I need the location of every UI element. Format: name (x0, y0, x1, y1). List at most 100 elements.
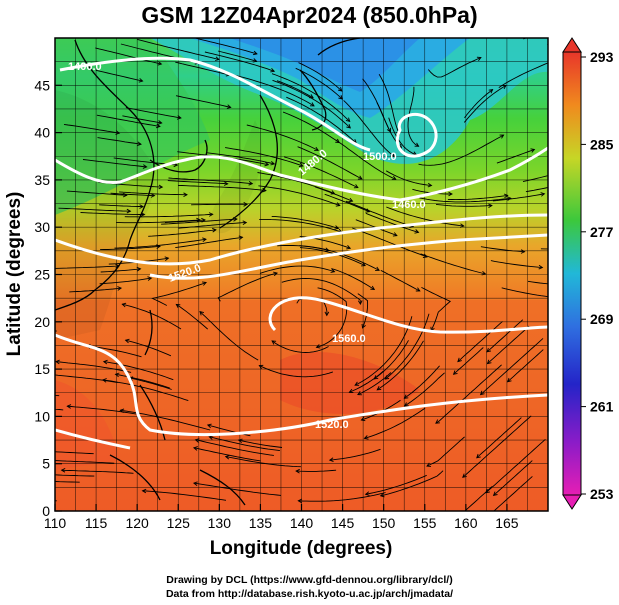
streamline-arrow (357, 300, 363, 306)
streamline (345, 200, 414, 228)
streamline (404, 365, 440, 399)
streamline (175, 95, 231, 108)
streamline-arrow (488, 203, 493, 208)
y-axis: 0 5 10 15 20 25 30 35 40 45 (34, 77, 62, 519)
grid-lines (55, 38, 548, 511)
streamline (122, 115, 162, 124)
streamline-arrow (66, 404, 72, 409)
streamline (315, 186, 353, 202)
streamline-arrow (462, 473, 467, 478)
x-tick-label: 150 (372, 515, 396, 531)
streamline-arrow (486, 359, 492, 365)
streamline (125, 107, 181, 119)
streamline-arrow (324, 311, 330, 317)
y-axis-label: Latitude (degrees) (4, 192, 25, 357)
streamline-arrow (604, 158, 608, 162)
streamline-arrow (346, 123, 351, 129)
streamline (386, 206, 464, 227)
streamline (507, 349, 544, 383)
streamline-arrow (530, 148, 536, 153)
streamline-arrow (273, 271, 279, 277)
streamline-arrow (386, 127, 392, 133)
streamline (99, 277, 152, 285)
streamline-arrow (506, 377, 512, 383)
streamline-arrow (585, 177, 589, 181)
streamline-arrow (376, 385, 382, 391)
streamline-arrow (196, 217, 201, 223)
streamline-arrow (264, 161, 270, 167)
streamline-arrow (252, 50, 258, 56)
streamline (96, 114, 160, 127)
colorbar-top-arrow (562, 37, 582, 53)
streamline (110, 192, 155, 197)
streamline (407, 86, 419, 147)
streamline (97, 137, 142, 145)
streamline (120, 409, 211, 431)
streamline (522, 175, 548, 183)
x-tick-label: 115 (85, 515, 108, 531)
streamline (119, 191, 187, 196)
streamline (485, 438, 546, 494)
streamline-arrow (448, 191, 453, 197)
colorbar-scale (562, 51, 582, 496)
streamline (276, 80, 314, 99)
x-tick-label: 135 (249, 515, 273, 531)
streamline-arrow (126, 208, 132, 214)
streamline (421, 286, 452, 331)
streamline-arrow (224, 454, 230, 460)
streamline-arrow (549, 61, 553, 64)
streamline (168, 177, 253, 185)
streamline-arrow (345, 117, 351, 123)
x-tick-label: 155 (413, 515, 437, 531)
streamline (282, 111, 340, 143)
streamline-arrow (42, 473, 46, 477)
streamline-arrow (206, 423, 212, 429)
streamline-arrow (297, 498, 303, 504)
streamline-arrow (492, 491, 498, 497)
streamline-arrow (183, 192, 188, 197)
streamline (271, 215, 339, 229)
streamline-arrow (414, 229, 420, 234)
streamline-arrow (503, 193, 509, 199)
streamline (55, 374, 118, 384)
streamline (194, 38, 258, 55)
streamline-arrow (119, 408, 125, 414)
streamline (142, 490, 227, 501)
streamline (58, 207, 131, 212)
streamline (148, 229, 216, 237)
streamline-arrow (55, 359, 60, 365)
streamline (331, 268, 375, 290)
streamline (492, 193, 545, 202)
streamline-arrow (226, 104, 232, 109)
streamline-arrow (485, 488, 491, 494)
streamline-arrow (208, 435, 214, 440)
streamline-arrow (147, 276, 153, 281)
streamline-arrow (486, 347, 492, 353)
streamline-arrow (212, 227, 217, 233)
streamline-arrow (357, 391, 362, 396)
streamline (286, 96, 357, 144)
streamline (178, 184, 266, 192)
streamline-arrow (102, 359, 108, 365)
colorbar-tick-label: 253 (590, 486, 614, 502)
streamline (324, 193, 370, 213)
streamline (55, 474, 95, 477)
streamline (435, 364, 502, 424)
streamline (116, 219, 201, 224)
streamline-arrow (557, 296, 561, 300)
streamline-arrow (121, 302, 127, 308)
streamline-arrow (295, 468, 300, 474)
streamline (176, 304, 208, 330)
streamline (199, 311, 259, 361)
streamline-arrow (192, 446, 198, 451)
streamline (271, 73, 351, 122)
streamline-arrow (214, 56, 220, 61)
streamline (329, 448, 381, 461)
streamline-arrow (157, 120, 163, 125)
streamline-arrow (150, 193, 156, 198)
y-tick-label: 25 (34, 267, 50, 283)
streamline-arrow (581, 31, 585, 35)
streamline (493, 476, 533, 511)
streamline (277, 244, 329, 251)
